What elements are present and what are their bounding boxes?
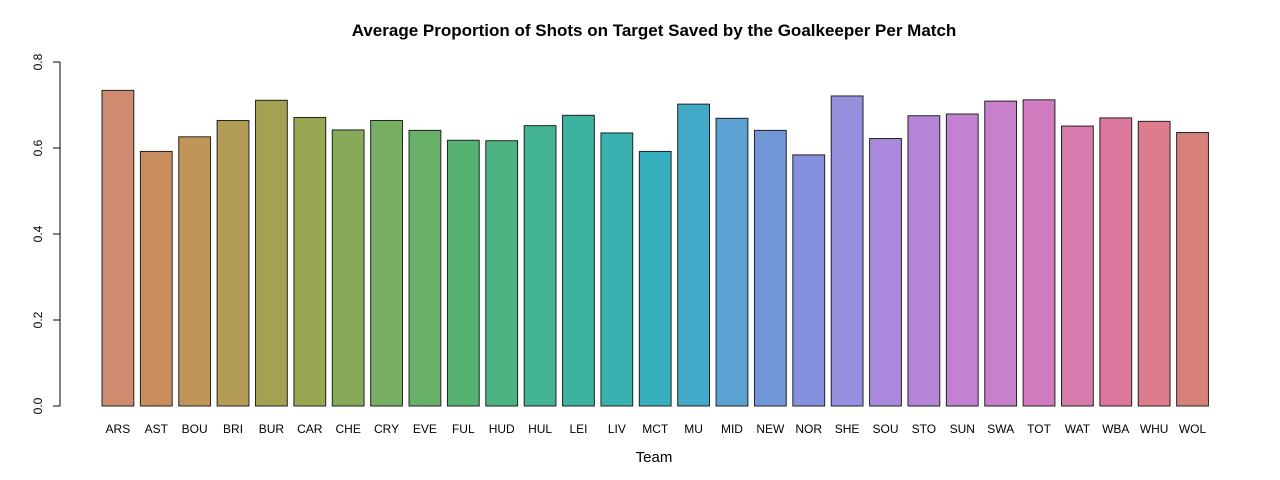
x-tick-label-hud: HUD [489,422,515,436]
x-tick-label-ars: ARS [106,422,131,436]
x-tick-label-wba: WBA [1102,422,1129,436]
y-tick-label: 0.4 [31,225,45,242]
bar-liv [600,132,634,407]
bars [101,89,1209,407]
x-tick-label-sto: STO [912,422,936,436]
y-tick-label: 0.6 [31,139,45,156]
x-tick-label-swa: SWA [987,422,1014,436]
bar-hul [523,125,557,407]
bar-bri [216,119,250,407]
x-tick-label-mct: MCT [642,422,669,436]
bar-mct [638,150,672,407]
bar-mid [715,117,749,407]
chart-title: Average Proportion of Shots on Target Sa… [352,21,957,40]
x-tick-label-liv: LIV [608,422,626,436]
y-axis: 0.0 0.2 0.4 0.6 0.8 [31,53,61,414]
x-tick-label-wat: WAT [1065,422,1091,436]
x-tick-label-ast: AST [145,422,169,436]
x-tick-label-bri: BRI [223,422,243,436]
x-tick-label-mid: MID [721,422,743,436]
bar-sou [869,138,902,407]
x-tick-label-she: SHE [835,422,860,436]
bar-wba [1099,117,1133,407]
x-tick-label-whu: WHU [1140,422,1169,436]
x-axis-label: Team [636,449,673,466]
bar-sun [945,113,979,407]
bar-ful [446,139,480,407]
bar-new [753,129,787,407]
bar-bur [255,99,288,407]
bar-lei [562,114,595,407]
bar-nor [792,154,826,407]
x-tick-label-sun: SUN [950,422,975,436]
x-tick-label-wol: WOL [1179,422,1207,436]
x-tick-label-mu: MU [684,422,703,436]
x-tick-label-che: CHE [336,422,361,436]
x-tick-label-nor: NOR [795,422,822,436]
bar-wat [1061,125,1094,407]
x-tick-label-ful: FUL [452,422,475,436]
x-tick-label-sou: SOU [872,422,898,436]
x-tick-label-new: NEW [756,422,785,436]
bar-bou [178,136,212,407]
x-tick-label-car: CAR [297,422,323,436]
y-tick-label: 0.0 [31,397,45,414]
bar-she [830,95,864,407]
y-tick-label: 0.2 [31,311,45,328]
x-tick-label-eve: EVE [413,422,437,436]
bar-tot [1022,99,1056,407]
bar-swa [984,100,1018,407]
bar-ars [101,89,135,407]
x-tick-label-tot: TOT [1027,422,1051,436]
x-tick-label-cry: CRY [374,422,399,436]
bar-cry [370,119,403,407]
x-tick-label-bou: BOU [182,422,208,436]
bar-whu [1137,120,1171,407]
x-tick-label-bur: BUR [259,422,285,436]
x-tick-label-lei: LEI [569,422,587,436]
bar-car [293,116,327,407]
bar-sto [907,115,941,407]
bar-mu [677,103,711,407]
bar-wol [1176,132,1209,407]
x-tick-label-hul: HUL [528,422,552,436]
bar-eve [408,129,442,407]
bar-hud [485,140,519,407]
bar-che [331,129,365,407]
bar-ast [139,150,173,407]
x-tick-labels: ARS AST BOU BRI BUR CAR CHE CRY EVE FUL HUD HUL LEI L… [106,422,1207,436]
y-tick-label: 0.8 [31,53,45,70]
